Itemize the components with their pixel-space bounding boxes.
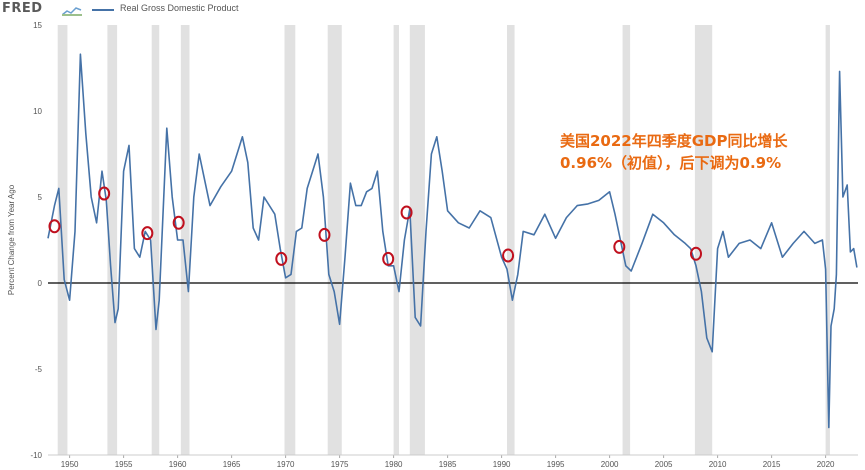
recession-band	[409, 25, 425, 455]
recession-band	[284, 25, 296, 455]
recession-band	[694, 25, 713, 455]
x-tick-label: 2005	[655, 460, 673, 469]
recession-band	[507, 25, 515, 455]
x-tick-label: 1985	[439, 460, 457, 469]
y-tick-label: 10	[33, 107, 42, 116]
y-tick-label: 15	[33, 21, 42, 30]
recession-band	[180, 25, 190, 455]
x-tick-label: 1955	[115, 460, 133, 469]
x-tick-label: 1965	[223, 460, 241, 469]
highlight-marker	[382, 251, 395, 266]
recession-band	[151, 25, 160, 455]
x-tick-label: 1970	[277, 460, 295, 469]
legend-line-swatch	[92, 9, 114, 11]
recession-band	[825, 25, 830, 455]
x-tick-label: 2015	[763, 460, 781, 469]
annotation-line-2: 0.96%（初值），后下调为0.9%	[560, 154, 782, 172]
legend-label: Real Gross Domestic Product	[120, 3, 239, 13]
x-tick-label: 1980	[385, 460, 403, 469]
highlight-marker	[690, 246, 702, 261]
highlight-marker	[98, 186, 111, 201]
recession-band	[327, 25, 342, 455]
x-tick-label: 1960	[169, 460, 187, 469]
x-tick-label: 1950	[61, 460, 79, 469]
annotation-line-1: 美国2022年四季度GDP同比增长	[560, 132, 788, 150]
x-tick-label: 1990	[493, 460, 511, 469]
recession-band	[622, 25, 631, 455]
annotation-box: 美国2022年四季度GDP同比增长 0.96%（初值），后下调为0.9%	[560, 130, 840, 174]
fred-logo: FRED	[2, 1, 43, 16]
highlight-marker	[613, 239, 626, 254]
y-tick-label: -10	[30, 451, 42, 460]
highlight-marker	[172, 215, 185, 230]
x-tick-label: 2010	[709, 460, 727, 469]
fred-graph-icon	[62, 7, 82, 16]
highlight-marker	[48, 219, 61, 234]
x-tick-label: 1975	[331, 460, 349, 469]
highlight-marker	[502, 248, 515, 263]
series-line	[47, 53, 858, 429]
x-tick-label: 2020	[817, 460, 835, 469]
y-tick-label: -5	[35, 365, 43, 374]
y-tick-label: 0	[38, 279, 43, 288]
highlight-marker	[318, 227, 331, 242]
x-tick-label: 2000	[601, 460, 619, 469]
recession-band	[107, 25, 118, 455]
y-axis-label: Percent Change from Year Ago	[7, 184, 16, 295]
x-tick-label: 1995	[547, 460, 565, 469]
highlight-marker	[400, 205, 413, 220]
highlight-marker	[275, 251, 288, 266]
chart-header: FRED Real Gross Domestic Product	[0, 0, 865, 18]
highlight-marker	[141, 226, 154, 241]
recession-band	[393, 25, 399, 455]
y-tick-label: 5	[38, 193, 43, 202]
